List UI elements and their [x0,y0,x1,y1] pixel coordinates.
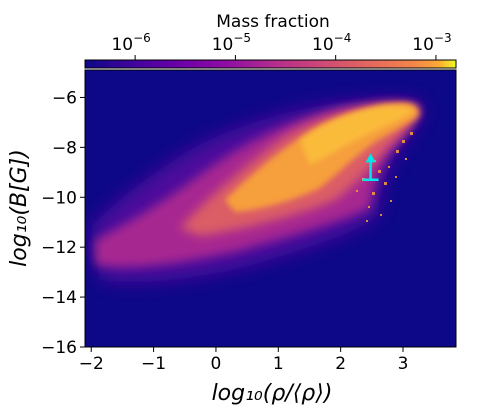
x-tick-label: −1 [141,354,166,374]
x-tick-label: 2 [335,354,346,374]
y-axis-ticks: −6 −8 −10 −12 −14 −16 [41,88,85,358]
y-tick-label: −12 [41,238,77,258]
x-axis-ticks: −2 −1 0 1 2 3 [79,347,409,374]
colorbar-tick-label: 10−5 [212,31,251,55]
y-tick-label: −14 [41,288,77,308]
density-peak-bright [300,105,414,165]
marker-arrowhead [365,153,376,163]
lower-limit-marker [362,153,379,182]
x-tick-label: 1 [273,354,284,374]
colorbar-tick-label: 10−6 [111,31,150,55]
x-tick-label: 0 [211,354,222,374]
outlier-points [356,132,413,222]
plot-frame [84,69,457,348]
y-tick-label: −6 [52,88,77,108]
colorbar-tick-label: 10−4 [312,31,351,55]
heatmap-area [85,70,456,347]
x-tick-label: −2 [79,354,104,374]
x-tick-label: 3 [398,354,409,374]
y-tick-label: −8 [52,138,77,158]
colorbar-title: Mass fraction [216,12,330,32]
y-axis-label: log₁₀(B[G]) [7,149,32,267]
y-tick-label: −10 [41,188,77,208]
colorbar-ticks: 10−6 10−5 10−4 10−3 [111,31,452,60]
y-tick-label: −16 [41,338,77,358]
colorbar [84,59,457,69]
x-axis-label: log₁₀(ρ/⟨ρ⟩) [212,381,333,406]
colorbar-tick-label: 10−3 [412,31,451,55]
